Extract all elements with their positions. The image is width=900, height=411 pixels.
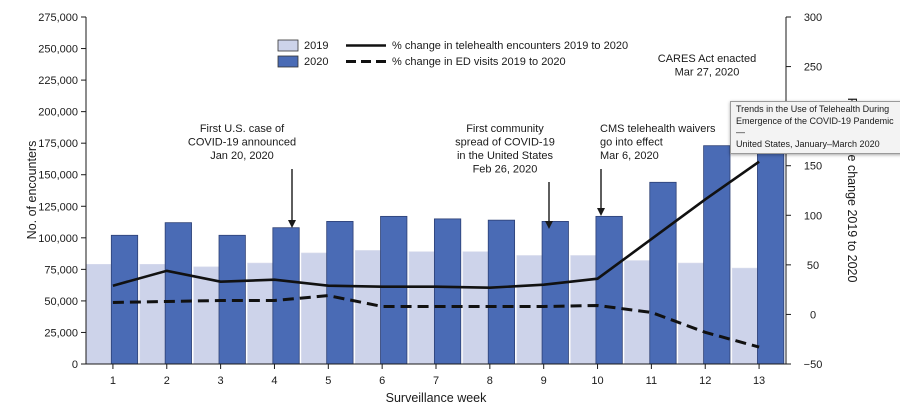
legend-label-telehealth: % change in telehealth encounters 2019 t… — [392, 40, 628, 52]
bar-2019-week-3 — [193, 266, 222, 365]
bar-2019-week-2 — [139, 264, 169, 365]
x-axis-title: Surveillance week — [386, 391, 487, 405]
annotation-covid-line: COVID-19 announced — [188, 137, 296, 149]
y2-tick-label: 300 — [804, 12, 822, 24]
tooltip-line-1: Trends in the Use of Telehealth During — [736, 104, 890, 114]
y-tick-label: 200,000 — [38, 107, 78, 119]
bar-2020-week-13 — [757, 112, 785, 365]
bars-2020 — [110, 112, 785, 365]
annotation-community-line: Feb 26, 2020 — [473, 164, 538, 176]
x-tick-label: 11 — [646, 375, 657, 387]
y-tick-label: 275,000 — [38, 12, 78, 24]
annotation-cms-line: go into effect — [600, 137, 663, 149]
y-axis-left: 0 25,000 50,000 75,000 100,000 125,000 150,000… — [38, 12, 86, 371]
annotations: First U.S. case of COVID-19 announcedJan … — [188, 53, 756, 229]
bar-2020-week-10 — [595, 215, 623, 365]
bar-2019-week-5 — [301, 252, 330, 365]
bar-2020-week-6 — [380, 215, 408, 365]
annotation-community-line: spread of COVID-19 — [455, 137, 555, 149]
annotation-covid-line: First U.S. case of — [200, 123, 285, 135]
legend-label-2020: 2020 — [304, 56, 328, 68]
y-axis-title: No. of encounters — [25, 141, 39, 240]
y-tick-label: 50,000 — [44, 296, 78, 308]
legend-label-ed-visits: % change in ED visits 2019 to 2020 — [392, 56, 566, 68]
bar-2019-week-6 — [354, 250, 384, 365]
bar-2019-week-9 — [516, 255, 546, 365]
tooltip-line-3: United States, January–March 2020 — [736, 138, 880, 149]
tooltip: Trends in the Use of Telehealth During E… — [730, 101, 900, 154]
y-tick-label: 125,000 — [38, 201, 78, 213]
x-tick-label: 7 — [433, 375, 439, 387]
bars-2019 — [85, 250, 761, 365]
y2-tick-label: 150 — [804, 161, 822, 173]
line-telehealth — [112, 160, 760, 290]
bar-2020-week-2 — [164, 222, 192, 365]
bar-2020-week-7 — [433, 218, 462, 365]
y-axis-right: −50050100150200250300 — [786, 12, 822, 371]
x-tick-label: 1 — [110, 375, 116, 387]
y2-tick-label: 100 — [804, 210, 822, 222]
bar-2019-week-10 — [570, 255, 599, 365]
x-tick-label: 3 — [218, 375, 224, 387]
y-tick-label: 175,000 — [38, 138, 78, 150]
bar-2020-week-9 — [541, 221, 569, 365]
annotation-cares: CARES Act enacted Mar 27, 2020 — [658, 53, 756, 79]
bar-2019-week-4 — [247, 262, 276, 365]
bar-2020-week-8 — [487, 219, 516, 365]
annotation-cares-line: CARES Act enacted — [658, 53, 756, 65]
annotation-community-arrow-head — [545, 221, 553, 229]
y2-tick-label: 0 — [810, 309, 816, 321]
bar-2019-week-12 — [678, 262, 707, 365]
bar-2020-week-1 — [110, 234, 139, 365]
x-tick-label: 5 — [325, 375, 331, 387]
bar-2019-week-13 — [731, 267, 761, 365]
bar-2020-week-12 — [703, 145, 731, 365]
legend: 2019 2020 % change in telehealth encount… — [277, 39, 628, 68]
annotation-covid-line: Jan 20, 2020 — [210, 150, 274, 162]
legend-label-2019: 2019 — [304, 40, 328, 52]
annotation-cms-line: CMS telehealth waivers — [600, 123, 716, 135]
x-tick-label: 10 — [591, 375, 603, 387]
annotation-cms-arrow-head — [597, 208, 605, 216]
x-tick-label: 13 — [753, 375, 765, 387]
y-tick-label: 150,000 — [38, 170, 78, 182]
annotation-covid: First U.S. case of COVID-19 announcedJan … — [188, 123, 296, 228]
bar-2020-week-5 — [326, 221, 354, 365]
y-tick-label: 225,000 — [38, 75, 78, 87]
x-axis: 1 2 3 4 5 6 7 8 9 10 11 12 13 — [110, 364, 765, 387]
bar-2020-week-11 — [649, 181, 677, 365]
bar-2019-week-1 — [85, 264, 115, 365]
annotation-community-line: First community — [466, 123, 544, 135]
x-tick-label: 6 — [379, 375, 385, 387]
bar-2020-week-4 — [272, 227, 300, 365]
y-tick-label: 25,000 — [44, 327, 78, 339]
x-tick-label: 12 — [699, 375, 711, 387]
y-tick-label: 0 — [72, 359, 78, 371]
annotation-cms-line: Mar 6, 2020 — [600, 150, 659, 162]
y-tick-label: 100,000 — [38, 233, 78, 245]
y2-tick-label: −50 — [804, 359, 823, 371]
x-tick-label: 9 — [541, 375, 547, 387]
x-tick-label: 8 — [487, 375, 493, 387]
y2-tick-label: 250 — [804, 62, 822, 74]
line-ed-visits — [112, 294, 760, 349]
x-tick-label: 2 — [164, 375, 170, 387]
x-tick-label: 4 — [271, 375, 277, 387]
y-tick-label: 75,000 — [44, 264, 78, 276]
annotation-cms: CMS telehealth waivers go into effectMar … — [597, 123, 716, 216]
tooltip-line-2: Emergence of the COVID-19 Pandemic — — [736, 115, 894, 138]
annotation-cares-line: Mar 27, 2020 — [675, 67, 740, 79]
y-tick-label: 250,000 — [38, 44, 78, 56]
legend-swatch-2020 — [277, 55, 299, 68]
y2-tick-label: 50 — [807, 260, 819, 272]
annotation-community-line: in the United States — [457, 150, 554, 162]
legend-swatch-2019 — [277, 39, 299, 52]
annotation-covid-arrow-head — [288, 220, 296, 228]
